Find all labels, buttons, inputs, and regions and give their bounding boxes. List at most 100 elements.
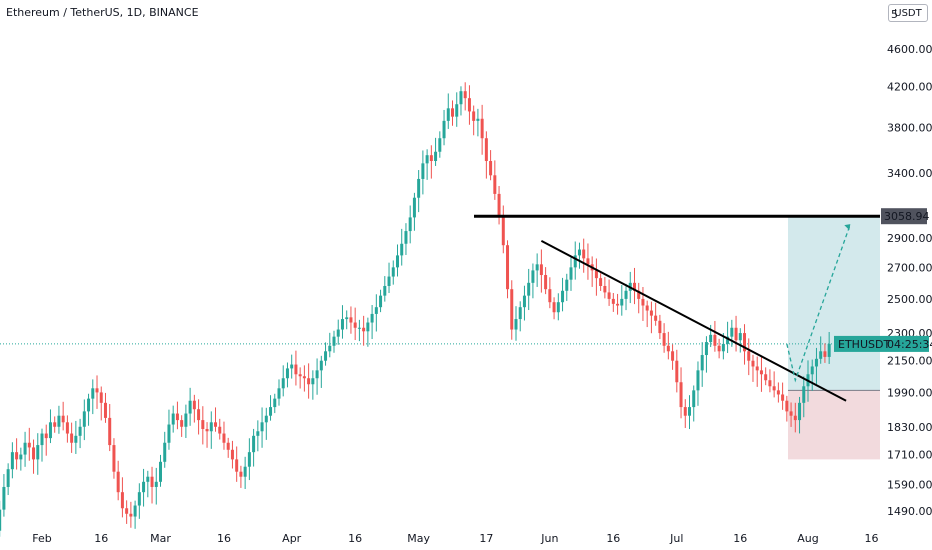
candle-body (336, 329, 340, 337)
candle-body (260, 422, 264, 432)
candle-body (548, 289, 552, 303)
candle-body (819, 351, 823, 359)
candle-body (734, 327, 738, 341)
candle-body (2, 486, 6, 510)
candle-body (709, 334, 713, 343)
candle-body (649, 310, 653, 316)
candle-body (0, 509, 2, 531)
candle-body (78, 426, 82, 436)
candle-body (793, 415, 797, 421)
candle-body (434, 151, 438, 162)
candle-body (171, 413, 175, 425)
candle-body (755, 366, 759, 371)
projection-arrowhead (844, 224, 851, 231)
candle-body (599, 278, 603, 286)
candle-body (785, 400, 789, 412)
candle-body (556, 302, 560, 313)
candle-body (772, 386, 776, 391)
candle-body (506, 245, 510, 290)
time-tick: Apr (282, 532, 302, 545)
candle-body (632, 282, 636, 291)
drawing-overlays (474, 214, 880, 402)
time-tick: 16 (864, 532, 878, 545)
candle-body (688, 407, 692, 416)
candle-body (137, 492, 141, 506)
target-zone (788, 216, 880, 391)
candle-body (497, 193, 501, 218)
candle-body (717, 345, 721, 352)
candle-body (675, 360, 679, 383)
candle-body (15, 452, 19, 460)
time-tick: Mar (150, 532, 171, 545)
position-zones (0, 216, 880, 460)
candle-body (518, 307, 522, 320)
candle-body (116, 471, 120, 493)
candle-body (827, 343, 831, 357)
price-axis[interactable]: 5 4600.00 4200.00 3800.00 3400.00 2900.00 270… (887, 8, 932, 518)
candle-body (645, 305, 649, 311)
candle-body (10, 452, 14, 470)
candle-body (586, 258, 590, 265)
projection-path (786, 223, 851, 383)
time-tick: 16 (733, 532, 747, 545)
candle-body (285, 368, 289, 379)
candle-body (218, 426, 222, 434)
candle-body (501, 217, 505, 246)
currency-selector[interactable]: USDT (888, 4, 928, 22)
candle-body (743, 333, 747, 352)
price-tick: 2900.00 (887, 232, 932, 245)
candle-body (514, 319, 518, 330)
time-tick: 16 (217, 532, 231, 545)
candle-body (277, 388, 281, 399)
candle-body (510, 289, 514, 330)
time-tick: 16 (606, 532, 620, 545)
candle-body (387, 276, 391, 286)
candle-body (616, 303, 620, 306)
time-axis[interactable]: Feb 16 Mar 16 Apr 16 May 17 Jun 16 Jul 16 Aug 16 (32, 532, 878, 545)
candle-body (95, 388, 99, 393)
candle-body (759, 370, 763, 375)
price-tick: 1830.00 (887, 421, 932, 434)
candle-body (269, 407, 273, 416)
time-tick: Feb (32, 532, 51, 545)
candle-body (129, 513, 133, 517)
candle-body (167, 424, 171, 443)
candle-body (307, 378, 311, 385)
candle-body (582, 249, 586, 259)
candle-body (256, 431, 260, 436)
candle-body (429, 155, 433, 162)
candle-body (823, 351, 827, 357)
candle-body (662, 333, 666, 346)
candle-body (569, 267, 573, 280)
candle-body (19, 454, 23, 460)
candle-body (408, 217, 412, 232)
price-tick: 4200.00 (887, 80, 932, 93)
candle-body (611, 298, 615, 304)
price-tick: 1990.00 (887, 386, 932, 399)
price-tick: 2500.00 (887, 293, 932, 306)
candle-body (184, 413, 188, 427)
candle-body (302, 376, 306, 379)
candle-body (624, 290, 628, 299)
candle-body (704, 342, 708, 356)
candle-body (273, 398, 277, 408)
candle-body (201, 420, 205, 430)
candle-body (421, 163, 425, 179)
candle-body (222, 433, 226, 443)
candle-body (163, 442, 167, 462)
candle-body (467, 98, 471, 112)
candle-body (294, 364, 298, 375)
candle-body (61, 415, 65, 423)
candle-body (362, 327, 366, 332)
candle-body (353, 322, 357, 328)
candle-body (57, 415, 61, 427)
candle-body (175, 413, 179, 421)
candle-body (438, 138, 442, 152)
candle-body (65, 422, 69, 434)
price-tick: 4600.00 (887, 43, 932, 56)
candle-body (751, 360, 755, 367)
candle-body (768, 380, 772, 387)
candle-body (247, 452, 251, 467)
candle-body (654, 315, 658, 321)
